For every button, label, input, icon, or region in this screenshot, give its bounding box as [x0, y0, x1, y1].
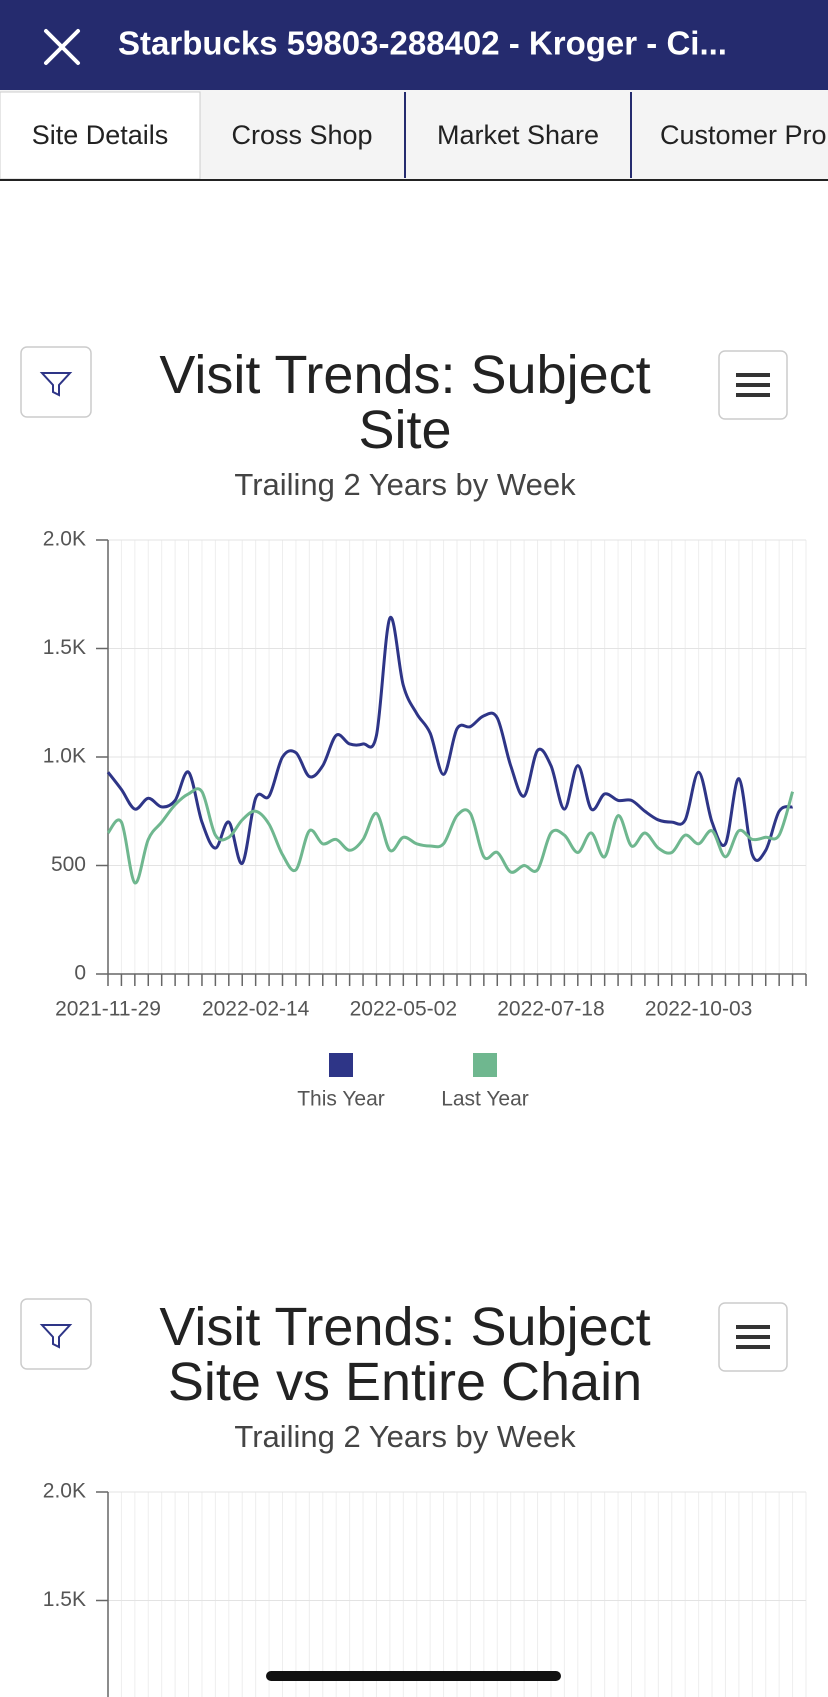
y-tick-label: 1.5K — [43, 636, 86, 659]
legend-item[interactable]: This Year — [297, 1053, 385, 1111]
x-tick-label: 2022-05-02 — [350, 998, 457, 1021]
series-line — [106, 787, 795, 885]
x-tick-label: 2022-10-03 — [645, 998, 752, 1021]
button-frame — [20, 1298, 92, 1370]
header-bar — [0, 0, 828, 90]
legend-label: This Year — [297, 1088, 385, 1111]
y-tick-label: 1.5K — [43, 1588, 86, 1611]
legend-item[interactable]: Last Year — [441, 1053, 529, 1111]
tab[interactable]: Market Share — [437, 120, 599, 150]
filter-button[interactable] — [20, 1298, 92, 1370]
filter-icon — [39, 1324, 73, 1349]
button-frame — [20, 346, 92, 418]
y-tick-label: 0 — [74, 962, 86, 985]
home-indicator — [266, 1671, 561, 1681]
y-tick-label: 2.0K — [43, 1480, 86, 1503]
header-title: Starbucks 59803-288402 - Kroger - Ci... — [118, 25, 727, 62]
tab[interactable]: Cross Shop — [231, 120, 372, 150]
legend-label: Last Year — [441, 1088, 529, 1111]
tab-active[interactable] — [0, 91, 201, 180]
tab[interactable]: Site Details — [32, 120, 169, 150]
x-tick-label: 2021-11-29 — [55, 998, 161, 1021]
y-tick-label: 1.0K — [43, 745, 86, 768]
chart-title: Visit Trends: Subject Site — [159, 345, 650, 460]
menu-button[interactable] — [718, 350, 788, 420]
chart-subtitle: Trailing 2 Years by Week — [234, 1419, 576, 1454]
menu-button[interactable] — [718, 1302, 788, 1372]
y-tick-label: 2.0K — [43, 528, 86, 551]
series-line — [106, 616, 794, 865]
x-tick-label: 2022-02-14 — [202, 998, 310, 1021]
tab[interactable]: Customer Pro — [660, 120, 827, 150]
filter-button[interactable] — [20, 346, 92, 418]
close-button[interactable] — [44, 29, 80, 65]
filter-icon — [39, 372, 73, 397]
legend-swatch — [473, 1053, 497, 1077]
legend-swatch — [329, 1053, 353, 1077]
chart-subtitle: Trailing 2 Years by Week — [234, 467, 576, 502]
y-tick-label: 500 — [51, 853, 86, 876]
chart-title: Visit Trends: Subject Site vs Entire Chai… — [159, 1297, 650, 1412]
x-tick-label: 2022-07-18 — [497, 998, 604, 1021]
